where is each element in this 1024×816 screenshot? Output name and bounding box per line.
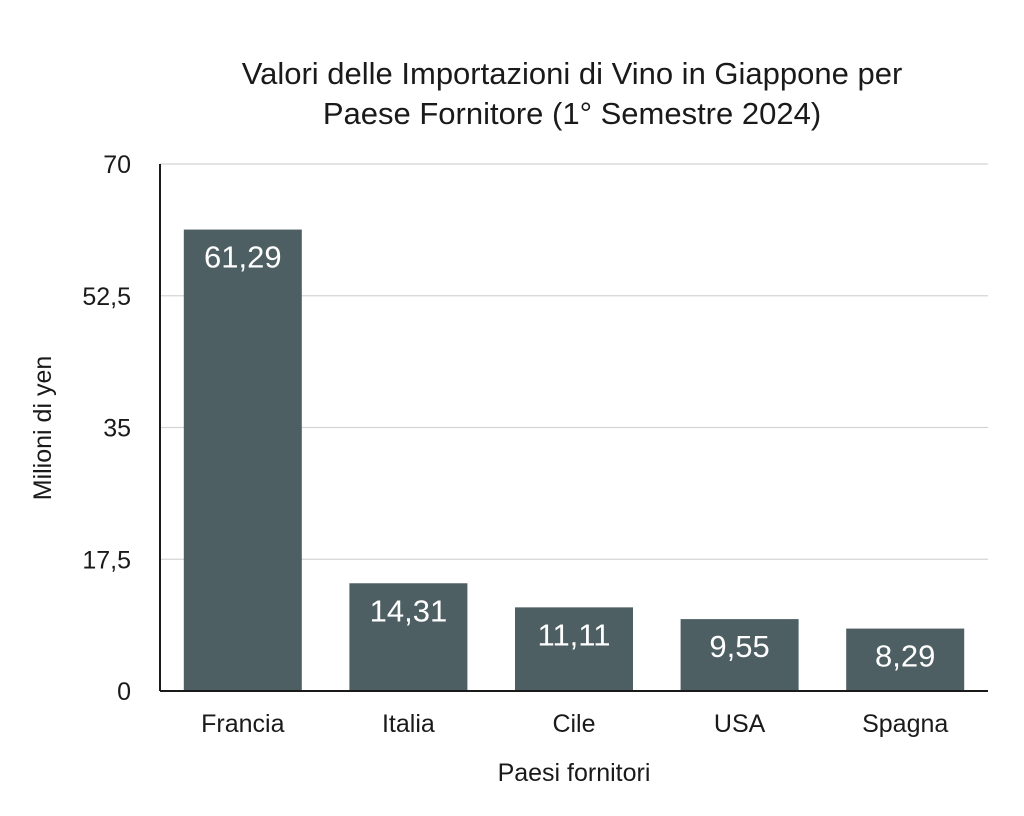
axes: [159, 164, 988, 692]
data-label-spagna: 8,29: [875, 639, 935, 674]
labels: 0 17,5 35 52,5 70 61,29 Francia 14,31 Italia 11,1…: [82, 151, 948, 738]
x-tick-label-francia: Francia: [201, 710, 284, 738]
y-tick-label-4: 70: [103, 151, 131, 179]
y-tick-label-0: 0: [117, 678, 131, 706]
data-label-francia: 61,29: [204, 240, 282, 275]
y-axis-title: Milioni di yen: [29, 356, 57, 501]
x-tick-label-spagna: Spagna: [862, 710, 948, 738]
bars: [183, 229, 965, 691]
x-tick-label-cile: Cile: [552, 710, 595, 738]
bar-francia: [183, 229, 302, 691]
x-tick-label-usa: USA: [714, 710, 766, 738]
chart-title-line-1: Valori delle Importazioni di Vino in Gia…: [241, 56, 903, 91]
y-tick-label-1: 17,5: [82, 546, 131, 574]
y-tick-label-3: 52,5: [82, 283, 131, 311]
data-label-usa: 9,55: [709, 629, 769, 664]
bar-usa: [680, 619, 799, 691]
x-tick-label-italia: Italia: [382, 710, 435, 738]
bar-cile: [515, 607, 633, 691]
y-tick-label-2: 35: [103, 415, 131, 443]
bar-italia: [349, 583, 468, 691]
chart-title-line-2: Paese Fornitore (1° Semestre 2024): [322, 96, 822, 131]
x-axis-title: Paesi fornitori: [498, 759, 651, 787]
data-label-cile: 11,11: [538, 617, 611, 652]
chart-title: Valori delle Importazioni di Vino in Gia…: [120, 54, 1024, 134]
bar-spagna: [846, 628, 965, 691]
data-label-italia: 14,31: [370, 593, 448, 628]
